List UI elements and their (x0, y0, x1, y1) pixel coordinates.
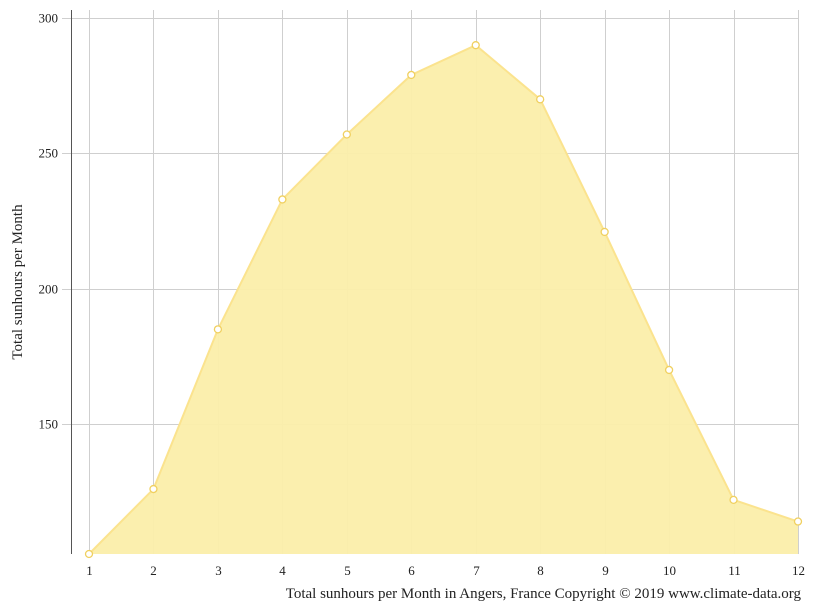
y-tick-label-150: 150 (39, 417, 59, 432)
data-point-8 (536, 95, 545, 104)
data-point-1 (84, 549, 94, 559)
y-tick-label-200: 200 (39, 282, 59, 297)
data-point-10 (664, 365, 674, 375)
data-point-3 (213, 325, 223, 334)
x-tick-label-2: 2 (150, 563, 157, 578)
data-point-6 (407, 70, 416, 80)
x-tick-label-5: 5 (344, 563, 351, 578)
y-tick-label-300: 300 (39, 11, 59, 26)
sunhours-area (89, 45, 798, 554)
sunhours-line (88, 44, 799, 555)
y-tick-label-250: 250 (39, 146, 59, 161)
data-point-12 (793, 517, 803, 526)
y-axis-ticks: 150 200 250 300 (39, 11, 59, 432)
x-tick-label-4: 4 (279, 563, 286, 578)
x-tick-label-12: 12 (792, 563, 805, 578)
x-axis-ticks: 1 2 3 4 5 6 7 8 9 10 11 12 (86, 563, 805, 578)
y-axis-title: Total sunhours per Month (10, 204, 26, 360)
data-point-2 (149, 484, 158, 494)
x-tick-label-9: 9 (602, 563, 609, 578)
data-point-11 (729, 495, 738, 505)
chart-caption: Total sunhours per Month in Angers, Fran… (286, 586, 802, 602)
x-tick-label-7: 7 (473, 563, 480, 578)
x-tick-label-6: 6 (408, 563, 415, 578)
x-tick-label-1: 1 (86, 563, 93, 578)
data-point-4 (278, 195, 287, 204)
data-markers (84, 41, 803, 559)
data-point-5 (342, 130, 351, 139)
x-tick-label-10: 10 (663, 563, 676, 578)
x-tick-label-3: 3 (215, 563, 222, 578)
x-tick-label-8: 8 (537, 563, 544, 578)
x-tick-label-11: 11 (728, 563, 741, 578)
data-point-7 (471, 41, 480, 50)
data-point-9 (600, 227, 609, 237)
